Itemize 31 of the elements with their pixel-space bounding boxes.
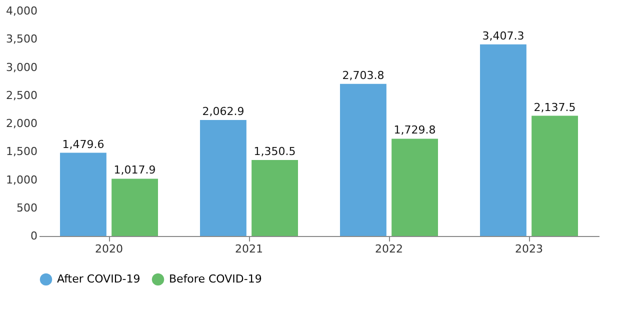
x-tick-label: 2021 (235, 242, 263, 256)
x-tick-label: 2022 (375, 242, 403, 256)
data-label: 3,407.3 (482, 29, 524, 42)
y-tick-label: 3,000 (6, 60, 38, 74)
data-label: 1,017.9 (114, 164, 156, 177)
y-tick-label: 4,000 (6, 4, 38, 18)
data-label: 1,729.8 (394, 124, 436, 137)
bar (392, 138, 438, 236)
y-tick-label: 0 (30, 230, 38, 242)
y-tick-label: 500 (16, 201, 38, 214)
bar (112, 178, 158, 236)
bar (252, 160, 298, 236)
y-tick-label: 2,500 (6, 88, 38, 102)
data-label: 1,479.6 (62, 138, 104, 151)
x-tick-label: 2020 (95, 242, 123, 256)
bar (480, 44, 526, 236)
data-label: 2,703.8 (342, 68, 384, 82)
data-label: 1,350.5 (254, 145, 296, 158)
legend-label: Before COVID-19 (169, 272, 262, 286)
data-label: 2,062.9 (202, 104, 244, 118)
bar (200, 120, 246, 236)
y-tick-label: 1,500 (6, 145, 38, 158)
x-tick-label: 2023 (515, 242, 543, 256)
bar (60, 152, 106, 236)
data-label: 2,137.5 (534, 100, 576, 114)
y-tick-label: 2,000 (6, 117, 38, 130)
bar (532, 116, 578, 236)
y-tick-label: 3,500 (6, 32, 38, 46)
y-tick-label: 1,000 (6, 173, 38, 186)
legend-label: After COVID-19 (57, 272, 140, 286)
bar (340, 84, 386, 236)
